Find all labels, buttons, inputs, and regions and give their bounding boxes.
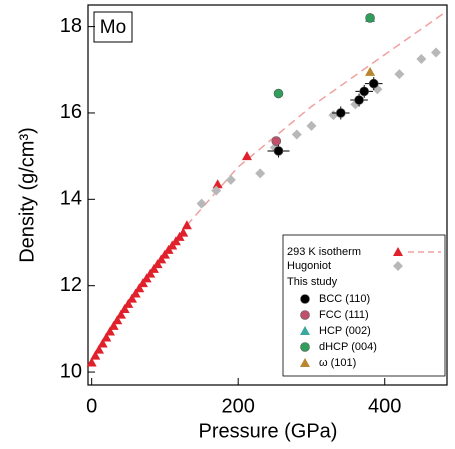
y-tick-label: 16 [60, 101, 82, 123]
legend-subtitle: This study [287, 276, 338, 288]
data-point [90, 350, 101, 360]
data-point [86, 357, 97, 367]
data-point [365, 13, 375, 23]
data-point [152, 259, 163, 269]
legend-marker [300, 342, 310, 352]
data-point [112, 315, 123, 325]
data-point [359, 86, 370, 97]
data-point [365, 66, 376, 76]
data-point [431, 47, 442, 58]
y-tick-label: 14 [60, 188, 82, 210]
legend-marker [393, 261, 403, 271]
legend-label: FCC (111) [319, 309, 369, 321]
x-tick-label: 400 [368, 395, 401, 417]
data-point [225, 174, 236, 185]
data-point [416, 53, 427, 64]
legend-marker [300, 294, 310, 304]
data-point [115, 309, 126, 319]
data-point [141, 273, 152, 283]
data-point [335, 108, 346, 118]
legend-marker [300, 310, 310, 320]
x-tick-label: 0 [86, 395, 97, 417]
data-point [291, 129, 302, 140]
data-point [101, 332, 112, 342]
data-point [255, 168, 266, 179]
data-point [108, 320, 119, 330]
y-tick-label: 18 [60, 15, 82, 37]
legend-marker [300, 358, 310, 367]
x-axis-label: Pressure (GPa) [199, 420, 338, 442]
data-point [394, 69, 405, 80]
data-point [104, 326, 115, 336]
legend-marker [393, 247, 403, 256]
data-point [134, 283, 145, 293]
data-point [306, 120, 317, 131]
data-point [181, 220, 192, 230]
data-point [273, 88, 284, 99]
data-point [123, 298, 134, 308]
data-point [368, 78, 379, 89]
annotation: Mo [100, 17, 126, 38]
legend-box [282, 234, 446, 377]
plot-frame [87, 4, 448, 386]
legend-label: BCC (110) [319, 293, 370, 305]
data-point [148, 263, 159, 273]
data-point [271, 136, 282, 146]
data-point [137, 278, 148, 288]
legend-label: HCP (002) [319, 325, 371, 337]
data-point [93, 344, 104, 354]
data-point [126, 293, 137, 303]
data-point [119, 304, 130, 313]
data-point [273, 146, 284, 156]
y-tick-label: 10 [60, 360, 82, 382]
x-tick-label: 200 [222, 395, 255, 417]
legend-marker [300, 326, 310, 335]
data-point [159, 249, 170, 259]
fit-line [186, 13, 444, 226]
data-point [241, 151, 252, 161]
data-point [130, 288, 141, 298]
legend-label: 293 K isotherm [287, 246, 361, 258]
data-point [178, 227, 189, 237]
data-point [156, 254, 167, 264]
data-point [145, 268, 156, 278]
y-tick-label: 12 [60, 274, 82, 296]
data-point [196, 198, 207, 209]
data-point [212, 179, 223, 189]
legend-label: dHCP (004) [319, 341, 377, 353]
legend-label: Hugoniot [287, 260, 331, 272]
y-axis-label: Density (g/cm³) [16, 127, 38, 263]
data-point [354, 95, 364, 105]
data-point [211, 185, 222, 196]
legend-label: ω (101) [319, 357, 356, 369]
data-point [97, 338, 108, 348]
